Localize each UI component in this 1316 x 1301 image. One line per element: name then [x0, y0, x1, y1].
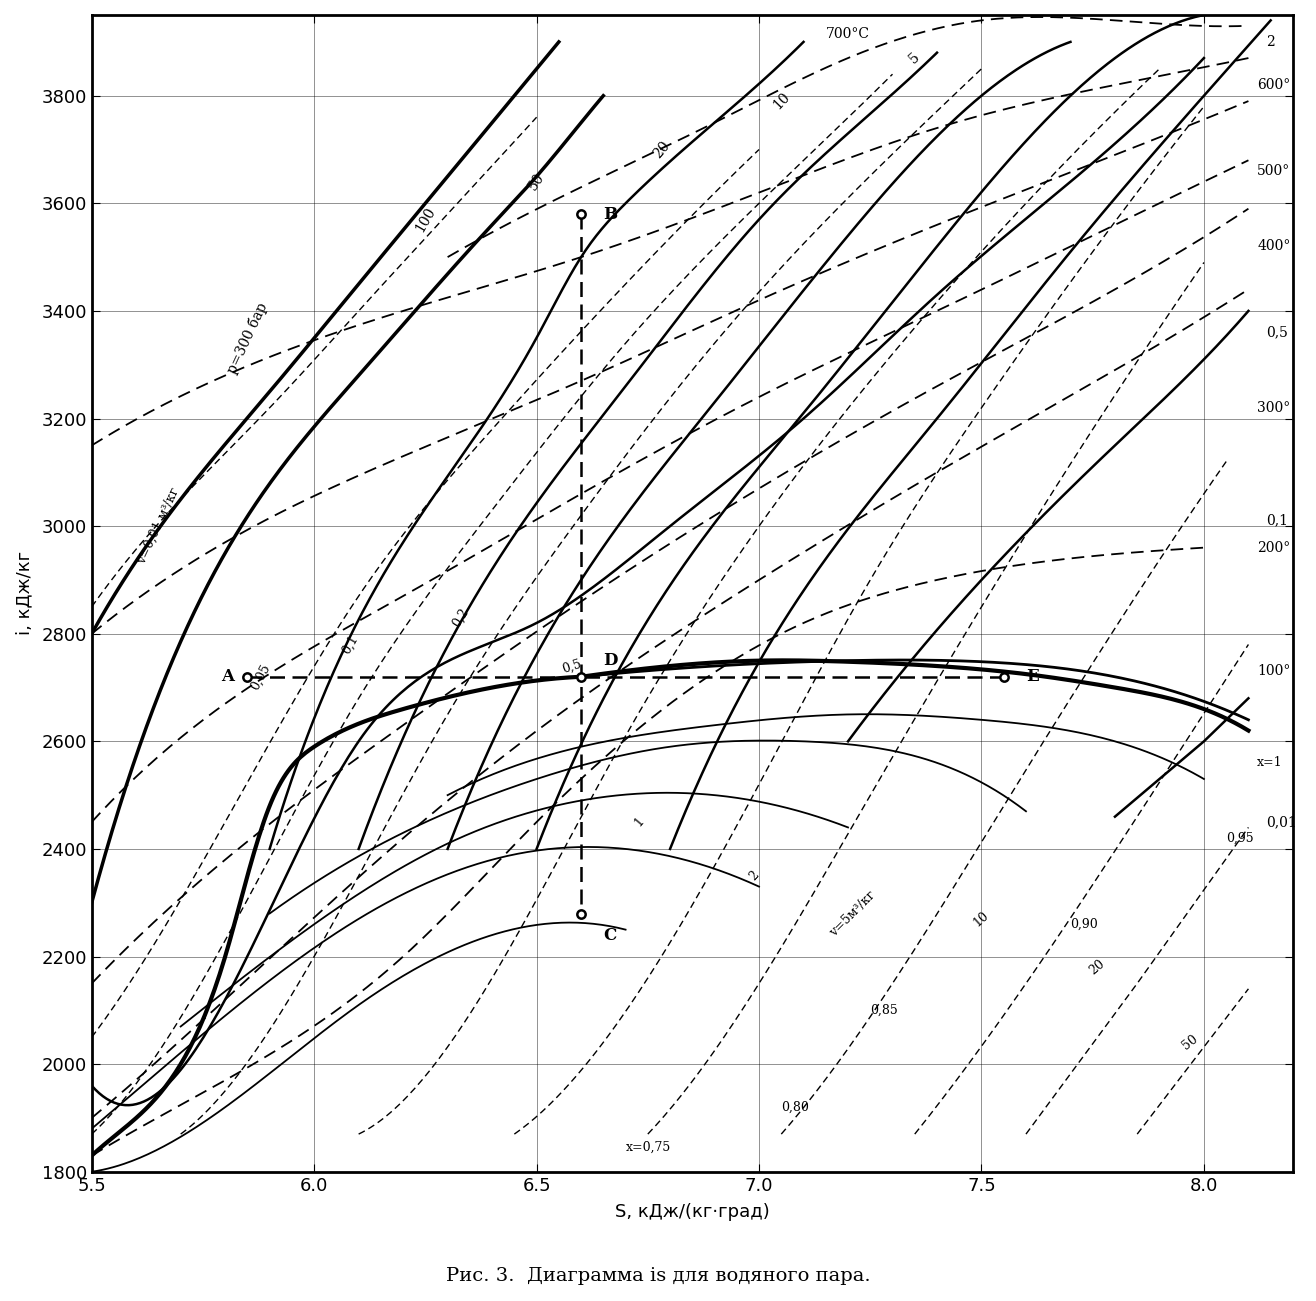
Text: 1: 1	[632, 814, 646, 829]
Text: 100: 100	[413, 204, 438, 234]
Text: 20: 20	[1087, 958, 1108, 977]
Text: 2: 2	[747, 869, 762, 883]
Text: A: A	[221, 669, 234, 686]
Text: D: D	[603, 652, 617, 669]
Text: 10: 10	[971, 908, 992, 929]
Text: p=300 бар: p=300 бар	[225, 301, 270, 376]
Text: E: E	[1026, 669, 1038, 686]
Text: 0,5: 0,5	[1266, 325, 1288, 340]
Text: C: C	[603, 926, 617, 943]
Text: v=5м³/кг: v=5м³/кг	[826, 889, 878, 939]
X-axis label: S, кДж/(кг·град): S, кДж/(кг·град)	[615, 1203, 770, 1220]
Text: 5: 5	[907, 49, 923, 66]
Text: 200°: 200°	[1257, 541, 1291, 554]
Text: 400°: 400°	[1257, 239, 1291, 254]
Text: x=0,75: x=0,75	[625, 1141, 671, 1154]
Text: 2: 2	[1266, 35, 1275, 49]
Text: 0,90: 0,90	[1070, 917, 1099, 930]
Text: 0,95: 0,95	[1227, 831, 1254, 844]
Text: 50: 50	[1180, 1033, 1200, 1053]
Text: Рис. 3.  Диаграмма is для водяного пара.: Рис. 3. Диаграмма is для водяного пара.	[446, 1267, 870, 1285]
Text: 50: 50	[526, 170, 547, 193]
Text: 500°: 500°	[1257, 164, 1291, 178]
Text: 0,80: 0,80	[782, 1101, 809, 1114]
Text: 700°C: 700°C	[825, 27, 870, 40]
Text: v=0,01 м³/кг: v=0,01 м³/кг	[136, 485, 182, 566]
Text: 0,1: 0,1	[340, 632, 361, 656]
Text: 0,2: 0,2	[450, 606, 471, 630]
Text: 600°: 600°	[1257, 78, 1291, 92]
Text: x=1: x=1	[1257, 756, 1283, 769]
Text: 0,85: 0,85	[870, 1004, 898, 1017]
Text: 10: 10	[770, 90, 792, 112]
Text: 0,5: 0,5	[561, 657, 583, 675]
Text: 0,1: 0,1	[1266, 514, 1288, 528]
Text: 0,05: 0,05	[249, 661, 272, 692]
Text: B: B	[603, 206, 617, 222]
Y-axis label: i, кДж/кг: i, кДж/кг	[14, 552, 33, 635]
Text: 100°: 100°	[1257, 665, 1291, 678]
Text: 20: 20	[650, 138, 672, 161]
Text: 300°: 300°	[1257, 401, 1291, 415]
Text: 0,01: 0,01	[1266, 814, 1298, 829]
